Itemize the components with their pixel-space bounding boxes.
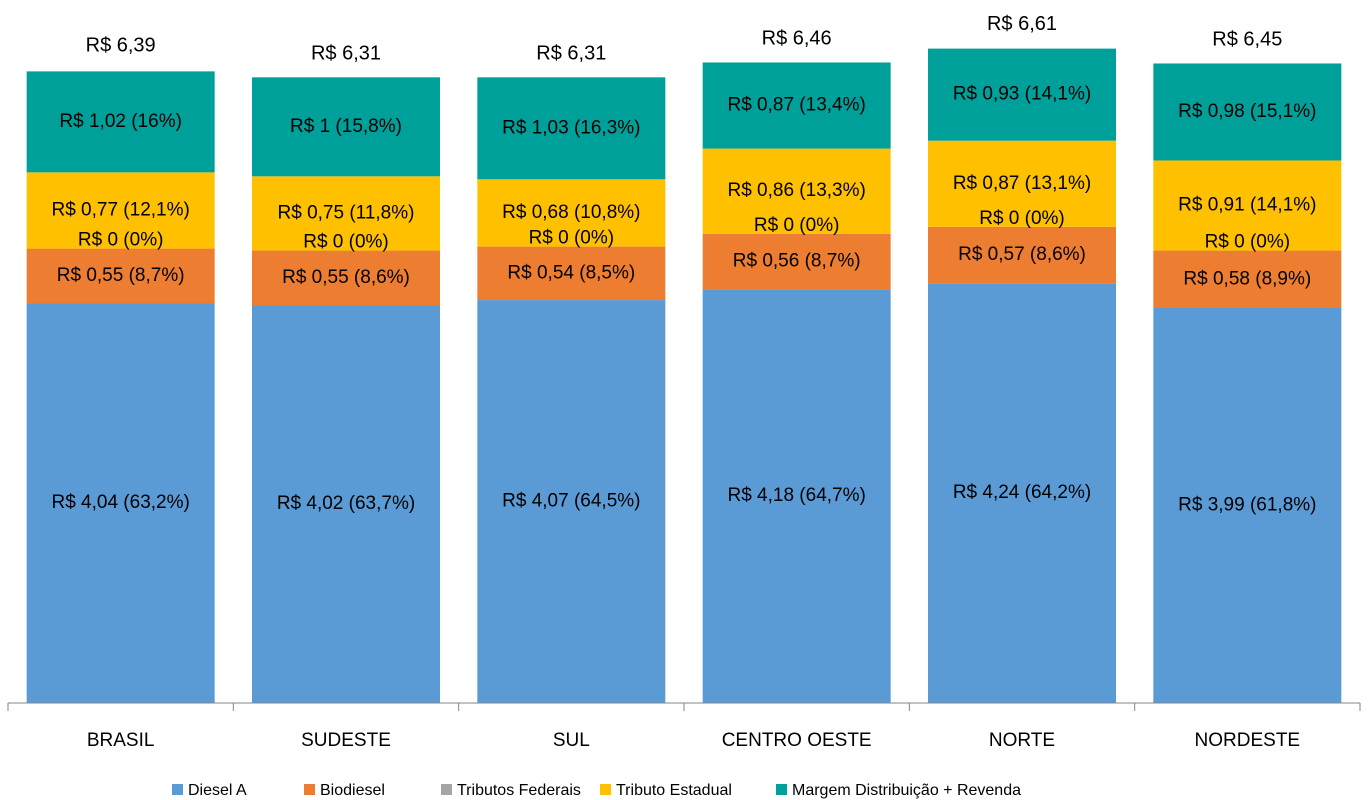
bar-segment bbox=[702, 233, 891, 290]
value-label: R$ 3,99 (61,8%) bbox=[1178, 495, 1316, 516]
total-label: R$ 6,45 bbox=[1212, 29, 1282, 51]
value-label: R$ 0,54 (8,5%) bbox=[507, 262, 635, 283]
value-label: R$ 0,75 (11,8%) bbox=[278, 202, 415, 223]
bar-segment bbox=[702, 289, 891, 703]
x-tick-label: SUDESTE bbox=[301, 730, 391, 751]
legend-label: Biodiesel bbox=[320, 782, 385, 799]
value-label: R$ 0 (0%) bbox=[78, 230, 164, 251]
bar-segment bbox=[26, 303, 215, 703]
bar-segment bbox=[26, 71, 215, 173]
value-label: R$ 0 (0%) bbox=[1205, 232, 1291, 253]
bar-segment bbox=[26, 172, 215, 249]
legend-swatch bbox=[600, 784, 611, 795]
bar-segment bbox=[252, 250, 440, 306]
value-label: R$ 0,58 (8,9%) bbox=[1183, 268, 1311, 289]
bar-segment bbox=[702, 148, 891, 234]
value-label: R$ 0,91 (14,1%) bbox=[1178, 195, 1316, 216]
bar-segment bbox=[1153, 63, 1342, 161]
bar-segment bbox=[928, 283, 1116, 703]
total-label: R$ 6,61 bbox=[987, 13, 1057, 35]
x-tick-label: BRASIL bbox=[87, 730, 155, 751]
x-tick-label: CENTRO OESTE bbox=[722, 730, 872, 751]
x-tick-label: NORDESTE bbox=[1195, 730, 1301, 751]
legend-swatch bbox=[441, 784, 452, 795]
bar-segment bbox=[477, 300, 666, 703]
bar-segment bbox=[26, 248, 215, 304]
legend-label: Margem Distribuição + Revenda bbox=[792, 782, 1021, 799]
total-label: R$ 6,31 bbox=[536, 43, 606, 65]
bar-segment bbox=[1153, 250, 1342, 308]
legend-label: Diesel A bbox=[188, 782, 247, 799]
value-label: R$ 4,07 (64,5%) bbox=[502, 491, 640, 512]
value-label: R$ 0 (0%) bbox=[303, 232, 389, 253]
value-label: R$ 0,57 (8,6%) bbox=[958, 244, 1086, 265]
value-label: R$ 0 (0%) bbox=[979, 208, 1065, 229]
bar-segment bbox=[928, 140, 1116, 227]
legend-swatch bbox=[172, 784, 183, 795]
x-tick-label: SUL bbox=[553, 730, 590, 751]
total-label: R$ 6,39 bbox=[86, 35, 156, 57]
value-label: R$ 4,02 (63,7%) bbox=[277, 493, 415, 514]
legend-swatch bbox=[776, 784, 787, 795]
bar-segment bbox=[477, 77, 666, 180]
bar-segment bbox=[928, 226, 1116, 284]
value-label: R$ 1 (15,8%) bbox=[290, 116, 402, 137]
bar-segment bbox=[928, 48, 1116, 141]
value-label: R$ 0,68 (10,8%) bbox=[502, 202, 640, 223]
bar-segment bbox=[252, 176, 440, 251]
bar-segment bbox=[1153, 307, 1342, 703]
value-label: R$ 0,55 (8,7%) bbox=[57, 265, 185, 286]
bar-segment bbox=[252, 77, 440, 177]
x-tick-label: NORTE bbox=[989, 730, 1055, 751]
bar-segment bbox=[477, 179, 666, 247]
legend-label: Tributo Estadual bbox=[616, 782, 732, 799]
value-label: R$ 1,03 (16,3%) bbox=[502, 117, 640, 138]
bar-segment bbox=[477, 246, 666, 301]
value-label: R$ 0 (0%) bbox=[529, 228, 615, 249]
value-label: R$ 0,93 (14,1%) bbox=[953, 84, 1091, 105]
value-label: R$ 0,86 (13,3%) bbox=[727, 180, 865, 201]
value-label: R$ 0,56 (8,7%) bbox=[733, 250, 861, 271]
value-label: R$ 0,77 (12,1%) bbox=[51, 199, 189, 220]
total-label: R$ 6,31 bbox=[311, 43, 381, 65]
bar-segment bbox=[1153, 160, 1342, 251]
value-label: R$ 4,24 (64,2%) bbox=[953, 482, 1091, 503]
value-label: R$ 0,87 (13,1%) bbox=[953, 173, 1091, 194]
bar-segment bbox=[702, 62, 891, 149]
value-label: R$ 4,04 (63,2%) bbox=[51, 492, 189, 513]
legend-label: Tributos Federais bbox=[457, 782, 581, 799]
value-label: R$ 0,87 (13,4%) bbox=[727, 95, 865, 116]
value-label: R$ 1,02 (16%) bbox=[59, 111, 182, 132]
legend-swatch bbox=[304, 784, 315, 795]
bar-segment bbox=[252, 305, 440, 703]
value-label: R$ 0 (0%) bbox=[754, 215, 840, 236]
value-label: R$ 0,55 (8,6%) bbox=[282, 267, 410, 288]
value-label: R$ 0,98 (15,1%) bbox=[1178, 101, 1316, 122]
total-label: R$ 6,46 bbox=[762, 28, 832, 50]
value-label: R$ 4,18 (64,7%) bbox=[727, 485, 865, 506]
